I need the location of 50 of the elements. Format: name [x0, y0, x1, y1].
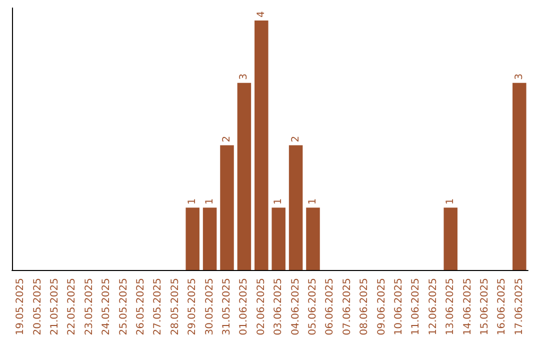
x-tick-label: 07.06.2025: [342, 278, 353, 336]
x-tick-label: 02.06.2025: [256, 278, 267, 336]
bar: [254, 20, 268, 270]
x-tick-label: 28.05.2025: [170, 278, 181, 336]
x-tick-label: 04.06.2025: [290, 278, 302, 336]
x-tick-label: 15.06.2025: [480, 278, 490, 336]
data-label: 1: [273, 198, 284, 205]
x-tick-label: 14.06.2025: [462, 278, 474, 336]
x-tick-label: 10.06.2025: [394, 278, 404, 336]
x-tick-label: 25.05.2025: [118, 278, 130, 336]
data-label: 1: [308, 198, 318, 205]
x-tick-label: 03.06.2025: [273, 278, 284, 336]
x-tick-label: 27.05.2025: [152, 278, 164, 336]
x-tick-label: 23.05.2025: [84, 278, 95, 336]
data-label: 1: [187, 198, 198, 205]
x-tick-label: 01.06.2025: [238, 278, 250, 336]
bar: [220, 145, 234, 270]
x-tick-label: 09.06.2025: [376, 278, 388, 336]
bar: [202, 208, 217, 270]
data-label: 2: [222, 136, 232, 142]
x-tick-label: 22.05.2025: [66, 278, 78, 336]
x-tick-label: 06.06.2025: [324, 278, 336, 336]
x-tick-label: 26.05.2025: [136, 278, 146, 336]
bar: [512, 82, 526, 270]
x-tick-label: 31.05.2025: [222, 278, 232, 336]
bar: [237, 82, 252, 270]
x-tick-label: 11.06.2025: [410, 278, 422, 336]
data-label: 1: [204, 198, 216, 205]
bar: [306, 208, 320, 270]
x-tick-label: 21.05.2025: [50, 278, 60, 336]
x-tick-label: 13.06.2025: [445, 278, 456, 336]
x-tick-label: 30.05.2025: [204, 278, 216, 336]
data-label: 2: [290, 136, 302, 142]
data-label: 3: [514, 73, 525, 80]
x-tick-label: 16.06.2025: [496, 278, 508, 336]
data-label: 1: [445, 198, 456, 205]
x-tick-label: 05.06.2025: [308, 278, 318, 336]
x-tick-label: 08.06.2025: [359, 278, 370, 336]
data-label: 3: [238, 73, 250, 80]
x-tick-label: 17.06.2025: [514, 278, 525, 336]
bar: [272, 208, 286, 270]
data-label: 4: [256, 11, 267, 18]
x-tick-label: 24.05.2025: [101, 278, 112, 336]
x-tick-label: 20.05.2025: [32, 278, 44, 336]
x-tick-label: 29.05.2025: [187, 278, 198, 336]
bar: [186, 208, 200, 270]
bar: [288, 145, 303, 270]
x-tick-label: 12.06.2025: [428, 278, 439, 336]
bar: [444, 208, 458, 270]
x-tick-label: 19.05.2025: [15, 278, 26, 336]
